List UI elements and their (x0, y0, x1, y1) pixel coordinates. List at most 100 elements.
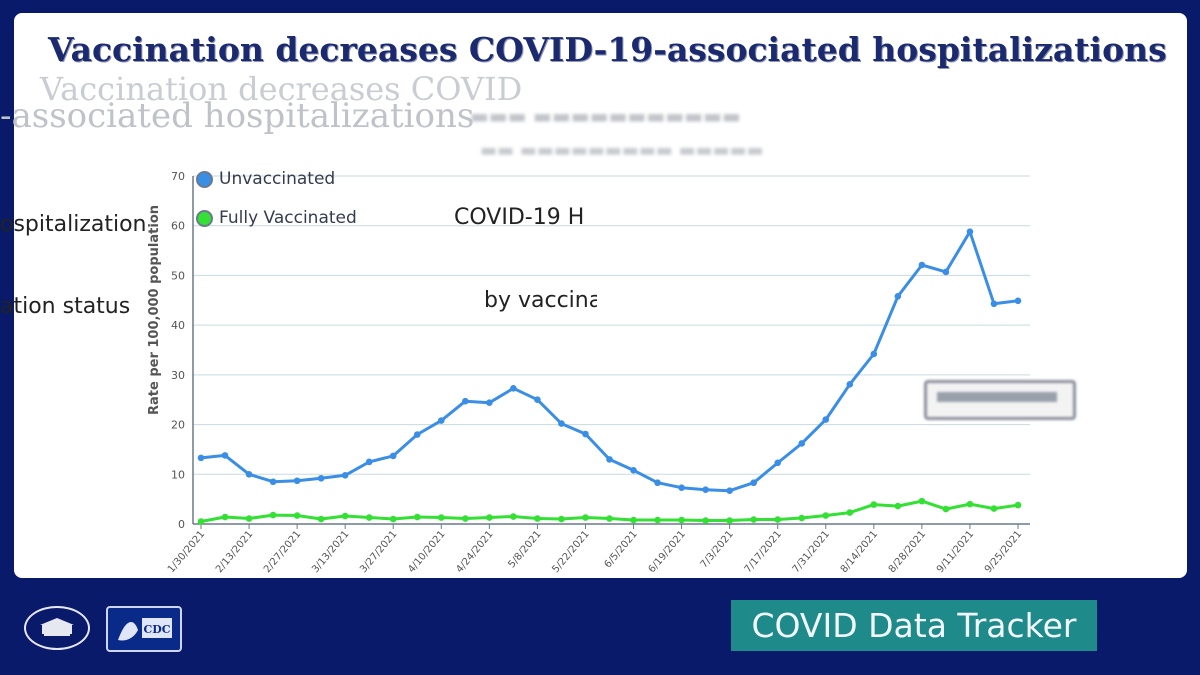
blurred-chart-heading: ▬▬▬ ▬▬▬▬▬▬▬▬▬▬▬ (470, 104, 741, 128)
data-point[interactable] (990, 505, 998, 512)
data-point[interactable] (750, 516, 757, 523)
data-point[interactable] (678, 484, 685, 492)
data-point[interactable] (437, 417, 445, 424)
data-point[interactable] (630, 516, 637, 524)
data-point[interactable] (413, 513, 421, 521)
data-point[interactable] (822, 416, 830, 423)
data-point[interactable] (437, 514, 445, 521)
data-point[interactable] (1014, 501, 1022, 509)
data-point[interactable] (462, 397, 469, 405)
series-line-unvaccinated (200, 230, 1019, 493)
data-point[interactable] (606, 456, 613, 463)
x-tick-label: 4/10/2021 (406, 529, 447, 575)
data-point[interactable] (413, 431, 421, 438)
x-tick-label: 2/27/2021 (262, 529, 303, 575)
data-point[interactable] (894, 293, 902, 300)
y-tick-label: 40 (171, 319, 185, 332)
data-point[interactable] (510, 384, 517, 392)
data-point[interactable] (341, 471, 349, 479)
data-point[interactable] (750, 479, 757, 487)
y-tick-label: 50 (171, 269, 185, 282)
data-point[interactable] (798, 440, 806, 447)
ghost-subtitle-text: -associated hospitalizations (0, 96, 475, 136)
data-point[interactable] (774, 516, 782, 523)
data-point[interactable] (702, 486, 709, 493)
data-point[interactable] (702, 517, 709, 524)
x-tick-label: 4/24/2021 (454, 529, 495, 575)
data-point[interactable] (918, 261, 926, 269)
data-point[interactable] (918, 497, 926, 505)
data-point[interactable] (966, 228, 974, 235)
data-point[interactable] (870, 501, 878, 508)
data-point[interactable] (221, 452, 229, 459)
y-tick-label: 20 (171, 419, 185, 432)
data-point[interactable] (486, 399, 493, 406)
data-point[interactable] (630, 467, 637, 474)
x-tick-label: 9/11/2021 (935, 529, 976, 575)
data-point[interactable] (846, 381, 854, 388)
y-tick-label: 70 (171, 170, 185, 183)
x-tick-label: 6/19/2021 (646, 529, 687, 575)
data-point[interactable] (942, 268, 950, 276)
data-point[interactable] (774, 459, 782, 467)
data-point[interactable] (534, 396, 541, 404)
data-point[interactable] (389, 515, 397, 523)
legend-item-unvaccinated: Unvaccinated (196, 169, 335, 189)
data-point[interactable] (846, 509, 854, 516)
data-point[interactable] (510, 513, 517, 520)
legend-label: Unvaccinated (219, 169, 336, 189)
y-tick-label: 10 (171, 468, 185, 481)
x-tick-label: 7/31/2021 (791, 529, 832, 575)
data-point[interactable] (221, 513, 229, 521)
data-point[interactable] (389, 452, 397, 460)
legend-dot-fully-vaccinated (196, 209, 213, 227)
data-point[interactable] (293, 512, 301, 519)
data-point[interactable] (558, 420, 565, 427)
data-point[interactable] (269, 478, 277, 486)
data-point[interactable] (678, 516, 685, 524)
data-point[interactable] (269, 511, 277, 519)
data-point[interactable] (197, 454, 205, 462)
data-point[interactable] (606, 515, 613, 522)
data-point[interactable] (558, 515, 565, 523)
data-point[interactable] (293, 477, 301, 485)
data-point[interactable] (654, 516, 661, 524)
y-axis-label: Rate per 100,000 population (147, 205, 162, 415)
data-point[interactable] (197, 518, 205, 525)
data-point[interactable] (726, 487, 733, 494)
data-point[interactable] (894, 502, 902, 510)
data-point[interactable] (317, 474, 325, 482)
data-point[interactable] (942, 505, 950, 513)
data-point[interactable] (1014, 297, 1022, 305)
data-point[interactable] (990, 300, 998, 308)
data-point[interactable] (365, 514, 373, 521)
blurred-button[interactable] (924, 380, 1076, 420)
legend-item-fully-vaccinated: Fully Vaccinated (196, 208, 357, 228)
data-point[interactable] (582, 514, 589, 521)
svg-text:CDC: CDC (143, 623, 170, 636)
data-point[interactable] (582, 430, 589, 438)
data-point[interactable] (870, 350, 878, 358)
x-tick-label: 3/27/2021 (358, 529, 399, 575)
x-tick-label: 5/22/2021 (550, 529, 591, 575)
fragment-text: by vaccina (484, 288, 603, 313)
data-point[interactable] (245, 470, 253, 478)
blurred-chart-subheading: ▬▬ ▬▬▬▬▬▬▬▬▬ ▬▬▬▬▬ (480, 140, 764, 161)
data-point[interactable] (317, 515, 325, 523)
data-point[interactable] (486, 514, 493, 521)
covid-data-tracker-button[interactable]: COVID Data Tracker (731, 600, 1097, 651)
data-point[interactable] (462, 515, 469, 522)
data-point[interactable] (798, 514, 806, 522)
data-point[interactable] (966, 500, 974, 508)
data-point[interactable] (341, 512, 349, 520)
data-point[interactable] (822, 512, 830, 519)
ghost-title-text: Vaccination decreases COVID (40, 70, 523, 108)
data-point[interactable] (726, 517, 733, 524)
x-tick-label: 7/3/2021 (699, 529, 736, 570)
data-point[interactable] (654, 479, 661, 487)
page-title: Vaccination decreases COVID-19-associate… (48, 30, 1167, 69)
data-point[interactable] (365, 458, 373, 466)
data-point[interactable] (534, 515, 541, 522)
data-point[interactable] (245, 515, 253, 522)
